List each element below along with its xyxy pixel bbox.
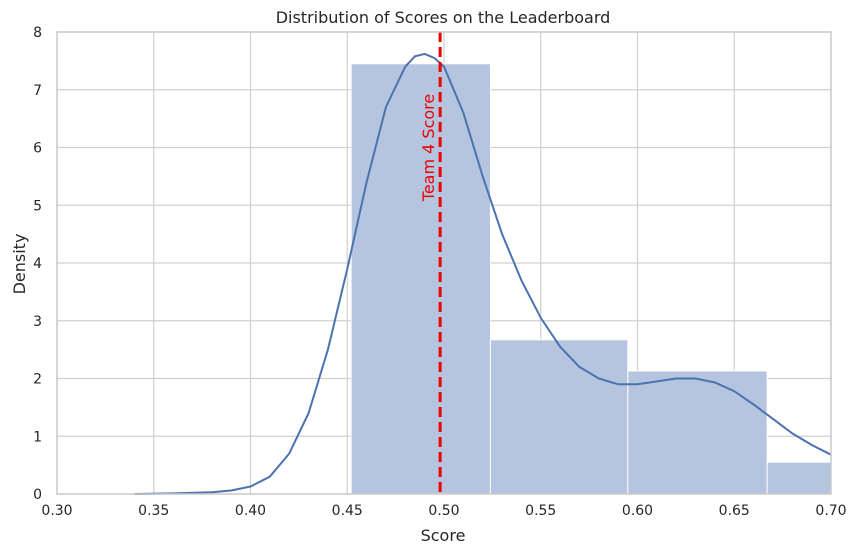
x-tick-label: 0.50 bbox=[428, 503, 459, 519]
x-tick-labels: 0.30 0.35 0.40 0.45 0.50 0.55 0.60 0.65 0.70 bbox=[41, 503, 846, 519]
y-tick-label: 5 bbox=[33, 198, 42, 214]
y-tick-label: 1 bbox=[33, 429, 42, 445]
histogram-bar bbox=[350, 63, 491, 495]
x-tick-label: 0.40 bbox=[235, 503, 266, 519]
y-tick-label: 6 bbox=[33, 141, 42, 157]
y-tick-label: 0 bbox=[33, 487, 42, 503]
x-tick-label: 0.30 bbox=[41, 503, 72, 519]
histogram-bar bbox=[766, 461, 832, 495]
histogram-bars bbox=[350, 63, 832, 495]
x-tick-label: 0.35 bbox=[138, 503, 169, 519]
kde-curve bbox=[134, 52, 832, 495]
y-tick-label: 2 bbox=[33, 372, 42, 388]
team-4-score-label: Team 4 Score bbox=[419, 94, 438, 202]
reference-line-group: Team 4 Score bbox=[419, 32, 442, 494]
x-tick-label: 0.55 bbox=[525, 503, 556, 519]
histogram-bar bbox=[489, 339, 629, 495]
y-axis-title: Density bbox=[10, 234, 29, 295]
x-tick-label: 0.60 bbox=[622, 503, 653, 519]
x-axis-title: Score bbox=[421, 526, 466, 545]
chart-title: Distribution of Scores on the Leaderboar… bbox=[276, 8, 611, 27]
x-tick-label: 0.45 bbox=[332, 503, 363, 519]
x-tick-label: 0.70 bbox=[815, 503, 846, 519]
y-tick-label: 4 bbox=[33, 256, 42, 272]
y-tick-labels: 0 1 2 3 4 5 6 7 8 bbox=[33, 25, 42, 503]
x-tick-label: 0.65 bbox=[719, 503, 750, 519]
y-tick-label: 7 bbox=[33, 83, 42, 99]
y-tick-label: 8 bbox=[33, 25, 42, 41]
y-tick-label: 3 bbox=[33, 314, 42, 330]
histogram-bar bbox=[627, 370, 768, 495]
plot-frame bbox=[56, 31, 832, 495]
